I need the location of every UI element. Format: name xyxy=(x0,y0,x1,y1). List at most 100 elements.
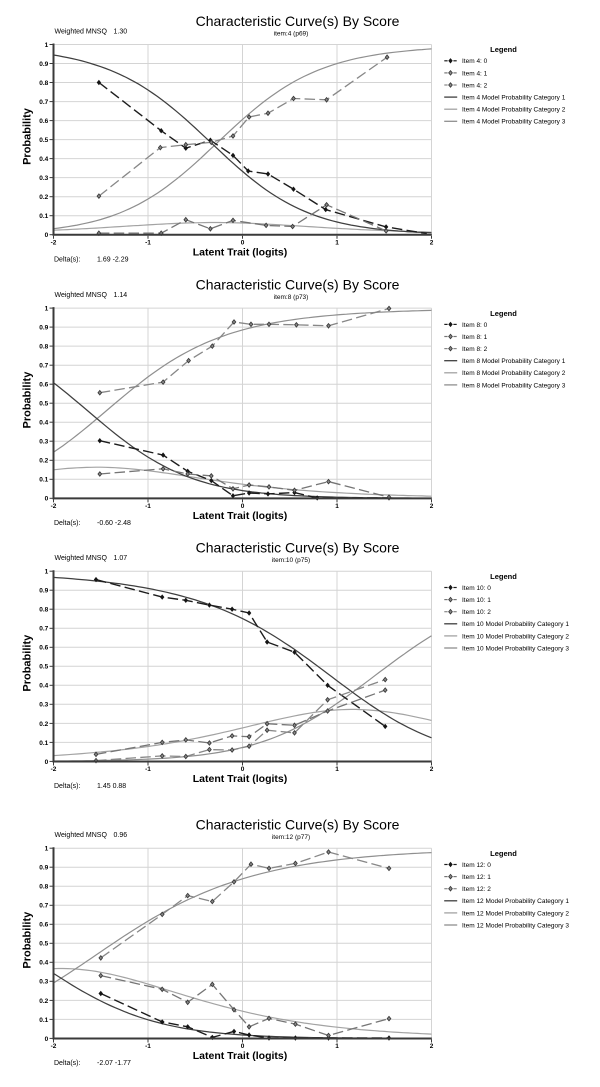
svg-text:Legend: Legend xyxy=(490,849,517,858)
svg-text:-0.60 -2.48: -0.60 -2.48 xyxy=(97,520,131,527)
svg-text:0.9: 0.9 xyxy=(39,61,48,68)
svg-text:Latent Trait (logits): Latent Trait (logits) xyxy=(193,773,288,785)
svg-text:Weighted MNSQ: Weighted MNSQ xyxy=(55,832,108,839)
svg-text:Item 4: 1: Item 4: 1 xyxy=(462,70,488,77)
svg-text:Item 4 Model Probability Categ: Item 4 Model Probability Category 3 xyxy=(462,119,566,126)
svg-text:0.8: 0.8 xyxy=(39,607,48,614)
svg-text:Probability: Probability xyxy=(22,634,34,692)
svg-text:Item 12 Model Probability Cate: Item 12 Model Probability Category 1 xyxy=(462,898,569,905)
svg-text:0.4: 0.4 xyxy=(39,156,48,163)
svg-text:0.3: 0.3 xyxy=(39,175,48,182)
svg-text:0.8: 0.8 xyxy=(39,80,48,87)
svg-text:0.7: 0.7 xyxy=(39,903,48,910)
svg-text:Item 10: 2: Item 10: 2 xyxy=(462,609,491,616)
svg-text:Latent Trait (logits): Latent Trait (logits) xyxy=(193,510,288,522)
svg-text:Delta(s):: Delta(s): xyxy=(54,783,81,790)
svg-text:Item 12: 0: Item 12: 0 xyxy=(462,862,491,869)
svg-text:Characteristic Curve(s) By Sco: Characteristic Curve(s) By Score xyxy=(196,817,400,833)
svg-text:Delta(s):: Delta(s): xyxy=(54,1060,81,1067)
svg-text:-1: -1 xyxy=(145,503,151,510)
svg-text:1.14: 1.14 xyxy=(114,292,128,299)
svg-text:1.45 0.88: 1.45 0.88 xyxy=(97,783,126,790)
svg-text:-2: -2 xyxy=(51,1043,57,1050)
svg-text:Item 10 Model Probability Cate: Item 10 Model Probability Category 3 xyxy=(462,645,569,652)
svg-text:0: 0 xyxy=(241,1043,245,1050)
svg-text:0.2: 0.2 xyxy=(39,194,48,201)
svg-text:0: 0 xyxy=(45,496,49,503)
svg-text:2: 2 xyxy=(430,240,434,247)
svg-text:-2.07 -1.77: -2.07 -1.77 xyxy=(97,1060,131,1067)
svg-text:0.4: 0.4 xyxy=(39,420,48,427)
svg-text:-2: -2 xyxy=(51,503,57,510)
svg-text:Item 8: 2: Item 8: 2 xyxy=(462,346,488,353)
svg-text:Item 12: 2: Item 12: 2 xyxy=(462,886,491,893)
svg-text:0.4: 0.4 xyxy=(39,960,48,967)
svg-text:0.3: 0.3 xyxy=(39,439,48,446)
svg-text:Characteristic Curve(s) By Sco: Characteristic Curve(s) By Score xyxy=(196,13,400,29)
svg-text:Item 8: 1: Item 8: 1 xyxy=(462,334,488,341)
svg-text:item:12 (p77): item:12 (p77) xyxy=(272,834,310,841)
svg-text:Item 8 Model Probability Categ: Item 8 Model Probability Category 1 xyxy=(462,358,566,365)
svg-text:item:4 (p69): item:4 (p69) xyxy=(274,31,309,38)
svg-text:0.5: 0.5 xyxy=(39,137,48,144)
svg-text:Item 4 Model Probability Categ: Item 4 Model Probability Category 2 xyxy=(462,107,566,114)
svg-text:1: 1 xyxy=(45,306,49,313)
svg-text:0.2: 0.2 xyxy=(39,998,48,1005)
svg-text:1: 1 xyxy=(335,240,339,247)
svg-text:0.7: 0.7 xyxy=(39,363,48,370)
svg-text:0.9: 0.9 xyxy=(39,588,48,595)
svg-text:Latent Trait (logits): Latent Trait (logits) xyxy=(193,247,288,259)
svg-text:Item 8 Model Probability Categ: Item 8 Model Probability Category 3 xyxy=(462,382,566,389)
svg-text:Legend: Legend xyxy=(490,309,517,318)
svg-text:Delta(s):: Delta(s): xyxy=(54,257,81,264)
svg-text:0.1: 0.1 xyxy=(39,213,48,220)
svg-text:Delta(s):: Delta(s): xyxy=(54,520,81,527)
svg-text:Item 12: 1: Item 12: 1 xyxy=(462,874,491,881)
svg-text:0: 0 xyxy=(241,503,245,510)
svg-text:0.6: 0.6 xyxy=(39,118,48,125)
svg-text:-2: -2 xyxy=(51,240,57,247)
svg-text:0.1: 0.1 xyxy=(39,1017,48,1024)
svg-text:0.4: 0.4 xyxy=(39,683,48,690)
svg-text:-1: -1 xyxy=(145,766,151,773)
svg-text:Item 8 Model Probability Categ: Item 8 Model Probability Category 2 xyxy=(462,370,566,377)
svg-text:Characteristic Curve(s) By Sco: Characteristic Curve(s) By Score xyxy=(196,276,400,292)
svg-text:1: 1 xyxy=(335,766,339,773)
svg-text:Latent Trait (logits): Latent Trait (logits) xyxy=(193,1050,288,1062)
svg-text:2: 2 xyxy=(430,766,434,773)
svg-text:0.2: 0.2 xyxy=(39,458,48,465)
svg-text:item:10 (p75): item:10 (p75) xyxy=(272,557,310,564)
svg-text:0.3: 0.3 xyxy=(39,979,48,986)
svg-text:1.07: 1.07 xyxy=(114,555,128,562)
svg-text:0.7: 0.7 xyxy=(39,626,48,633)
svg-text:0.6: 0.6 xyxy=(39,645,48,652)
svg-text:Legend: Legend xyxy=(490,572,517,581)
svg-text:Item 10: 1: Item 10: 1 xyxy=(462,597,491,604)
svg-text:1: 1 xyxy=(45,569,49,576)
svg-text:2: 2 xyxy=(430,503,434,510)
svg-text:-2: -2 xyxy=(51,766,57,773)
svg-text:0.9: 0.9 xyxy=(39,865,48,872)
svg-text:0.9: 0.9 xyxy=(39,325,48,332)
svg-text:Weighted MNSQ: Weighted MNSQ xyxy=(55,29,108,36)
svg-text:0.1: 0.1 xyxy=(39,740,48,747)
svg-text:0.8: 0.8 xyxy=(39,884,48,891)
svg-text:2: 2 xyxy=(430,1043,434,1050)
svg-text:Item 10 Model Probability Cate: Item 10 Model Probability Category 1 xyxy=(462,621,569,628)
svg-text:Probability: Probability xyxy=(22,107,34,165)
svg-text:0.5: 0.5 xyxy=(39,664,48,671)
svg-text:1: 1 xyxy=(45,846,49,853)
svg-text:0.6: 0.6 xyxy=(39,922,48,929)
svg-text:0: 0 xyxy=(241,766,245,773)
svg-text:0.96: 0.96 xyxy=(114,832,128,839)
svg-text:Item 10 Model Probability Cate: Item 10 Model Probability Category 2 xyxy=(462,633,569,640)
svg-text:0: 0 xyxy=(45,232,49,239)
svg-text:0.8: 0.8 xyxy=(39,344,48,351)
svg-text:1.30: 1.30 xyxy=(114,29,128,36)
svg-text:Weighted MNSQ: Weighted MNSQ xyxy=(55,292,108,299)
svg-text:Item 8: 0: Item 8: 0 xyxy=(462,322,488,329)
svg-text:Probability: Probability xyxy=(22,911,34,969)
svg-text:0: 0 xyxy=(45,759,49,766)
svg-text:0.7: 0.7 xyxy=(39,99,48,106)
svg-text:-1: -1 xyxy=(145,240,151,247)
